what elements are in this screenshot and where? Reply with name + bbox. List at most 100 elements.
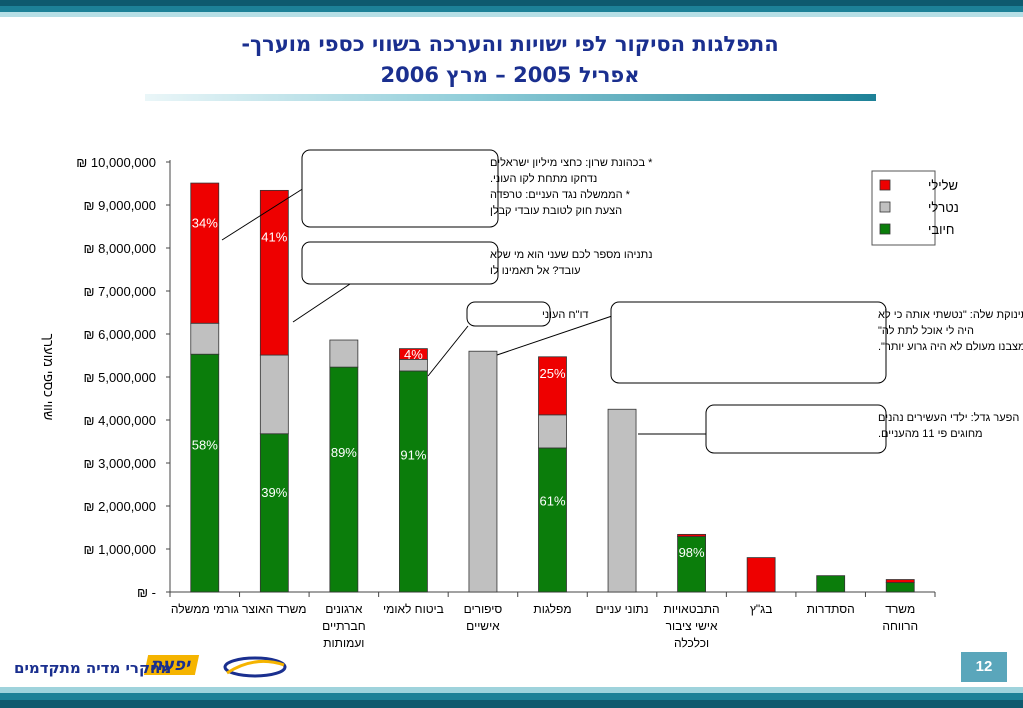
y-tick-label: ₪ 5,000,000 <box>84 370 156 385</box>
bar-segment <box>399 370 428 593</box>
bar-segment <box>259 433 289 593</box>
callout-text: נדחקו מתחת לקו העוני. <box>490 172 597 185</box>
x-category-label: סיפורים <box>464 602 503 616</box>
x-category-label: נתוני עניים <box>596 602 649 616</box>
x-category-label: התבטאויות <box>664 602 720 616</box>
callout-text: עובד? אל תאמינו לו <box>490 264 580 277</box>
bar-segment <box>190 322 220 355</box>
slide-title-line2: אפריל 2005 – מרץ 2006 <box>380 63 640 87</box>
callout-box <box>705 404 887 454</box>
callout-text: היה לי אוכל לתת לה" <box>878 324 974 337</box>
x-category-label: בג"ץ <box>750 602 773 616</box>
callout-text: * הממשלה נגד העניים: טרפדה <box>490 188 631 201</box>
x-category-label: ארגונים <box>325 602 363 616</box>
y-tick-label: ₪ 9,000,000 <box>84 198 156 213</box>
x-category-label: וכלכלה <box>674 636 709 650</box>
data-label: 25% <box>539 366 565 381</box>
x-category-label: ביטוח לאומי <box>383 602 444 616</box>
callout-box <box>301 149 499 228</box>
logo <box>12 653 287 689</box>
bar-segment <box>746 557 776 593</box>
bar-segment <box>538 447 567 593</box>
y-tick-label: ₪ - <box>137 585 156 600</box>
callout-text: הפער גדל: ילדי העשירים נהנים <box>878 411 1019 424</box>
x-category-label: הרווחה <box>882 619 918 633</box>
bar-segment <box>190 182 220 324</box>
bar-segment <box>607 408 637 593</box>
callout-box <box>466 301 551 327</box>
y-tick-label: ₪ 7,000,000 <box>84 284 156 299</box>
y-tick-label: ₪ 3,000,000 <box>84 456 156 471</box>
bottom-band-dark <box>0 700 1023 708</box>
callout-text: * משפחה חרדית: "מצבנו מעולם לא היה גרוע … <box>878 340 1023 353</box>
callout-leader-line <box>221 187 305 241</box>
data-label: 39% <box>261 485 287 500</box>
bar-segment <box>538 414 567 449</box>
callout-text: דו"ח העוני <box>542 309 589 321</box>
y-tick-label: ₪ 4,000,000 <box>84 413 156 428</box>
page-number: 12 <box>961 652 1007 682</box>
callout-leader-line <box>292 283 351 323</box>
bar-segment <box>259 189 289 356</box>
top-band-mid <box>0 6 1023 12</box>
bar-segment <box>885 582 915 593</box>
x-category-label: אישי ציבור <box>666 619 718 633</box>
x-category-label: חברתיים <box>322 619 366 633</box>
x-category-label: מפלגות <box>533 602 571 616</box>
logo-swoosh-icon <box>223 656 287 678</box>
bar-segment <box>190 353 220 593</box>
callout-text: מחוגים פי 11 מהעניים. <box>878 428 983 440</box>
bar-segment <box>885 579 915 583</box>
x-category-label: גורמי ממשלה <box>171 602 239 616</box>
bar-segment <box>468 350 498 593</box>
bottom-band-light <box>0 687 1023 693</box>
data-label: 4% <box>404 347 423 362</box>
bar-segment <box>329 366 359 593</box>
legend-label: שלילי <box>928 178 958 193</box>
bottom-band-mid <box>0 693 1023 700</box>
legend-label: נטרלי <box>928 200 959 215</box>
data-label: 61% <box>539 494 565 509</box>
y-tick-label: ₪ 1,000,000 <box>84 542 156 557</box>
data-label: 98% <box>679 545 705 560</box>
legend-swatch <box>879 223 891 235</box>
bar-segment <box>259 354 289 435</box>
bar-segment <box>399 348 428 360</box>
legend-swatch <box>879 201 891 213</box>
data-label: 41% <box>261 229 287 244</box>
top-band-dark <box>0 0 1023 6</box>
y-tick-label: ₪ 8,000,000 <box>84 241 156 256</box>
bar-segment <box>677 533 706 537</box>
callout-leader-line <box>496 315 613 356</box>
x-category-label: ועמותות <box>323 636 364 650</box>
bar-segment <box>538 356 567 416</box>
top-band-light <box>0 12 1023 17</box>
callout-text: * האם נטשה את התינוקת שלה: "נטשתי אותה כ… <box>878 308 1023 321</box>
bar-segment <box>816 575 846 593</box>
y-axis-title: שווי כספי מוערך <box>41 334 56 421</box>
data-label: 89% <box>331 445 357 460</box>
slide-title-line1: התפלגות הסיקור לפי ישויות והערכה בשווי כ… <box>241 32 779 56</box>
x-category-label: הסתדרות <box>807 602 855 616</box>
callout-box <box>301 241 499 285</box>
y-tick-label: ₪ 2,000,000 <box>84 499 156 514</box>
callout-text: נתניהו מספר לכם שעני הוא מי שלא <box>490 248 653 261</box>
x-category-label: משרד <box>885 602 915 616</box>
data-label: 58% <box>192 437 218 452</box>
callout-leader-line <box>427 325 469 377</box>
x-category-label: משרד האוצר <box>242 602 307 616</box>
logo-text: מחקרי מדיה מתקדמים <box>14 659 172 677</box>
data-label: 91% <box>400 447 426 462</box>
title-underline <box>145 94 876 101</box>
callout-text: הצעת חוק לטובת עובדי קבלן <box>490 204 622 217</box>
data-label: 34% <box>192 215 218 230</box>
bar-segment <box>329 339 359 368</box>
callout-box <box>610 301 887 384</box>
y-tick-label: ₪ 10,000,000 <box>76 155 156 170</box>
x-category-label: אישיים <box>466 619 500 633</box>
bar-segment <box>677 536 706 593</box>
legend-label: חיובי <box>928 222 954 237</box>
legend-swatch <box>879 179 891 191</box>
callout-text: * בכהונת שרון: כחצי מיליון ישראלים <box>490 156 653 169</box>
